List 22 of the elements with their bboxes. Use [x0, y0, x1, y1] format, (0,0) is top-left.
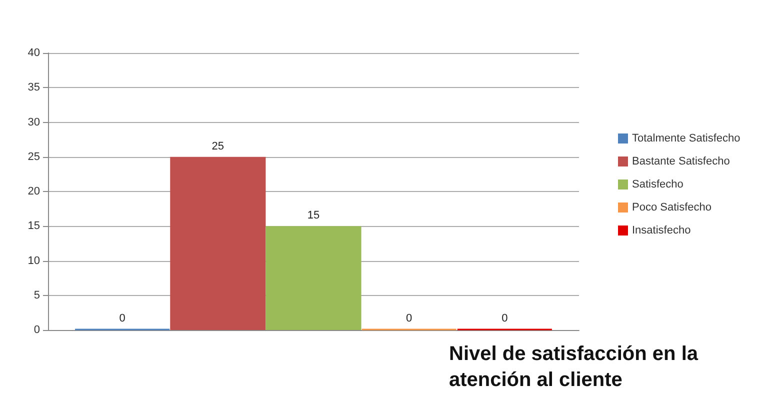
bar	[266, 226, 362, 330]
legend-label: Totalmente Satisfecho	[632, 132, 740, 144]
data-label: 0	[406, 312, 412, 324]
legend-label: Insatisfecho	[632, 224, 691, 236]
data-label: 25	[212, 140, 224, 152]
data-label: 0	[502, 312, 508, 324]
y-tick-label: 0	[34, 324, 40, 336]
y-tick-label: 30	[28, 116, 40, 128]
y-tick-label: 35	[28, 82, 40, 94]
legend-label: Poco Satisfecho	[632, 202, 712, 214]
y-tick-label: 25	[28, 150, 40, 163]
y-tick-label: 10	[28, 254, 40, 267]
bar	[170, 156, 266, 330]
data-label: 15	[307, 210, 320, 222]
y-tick-label: 5	[34, 289, 40, 302]
y-tick-label: 40	[28, 47, 40, 59]
legend-label: Satisfecho	[632, 178, 684, 190]
y-tick-label: 15	[28, 220, 40, 232]
legend-label: Bastante Satisfecho	[632, 156, 730, 168]
y-tick-label: 20	[28, 186, 40, 198]
text: Nivel de satisfacción en la atención al cliente	[449, 343, 704, 391]
data-label: 0	[119, 312, 126, 324]
